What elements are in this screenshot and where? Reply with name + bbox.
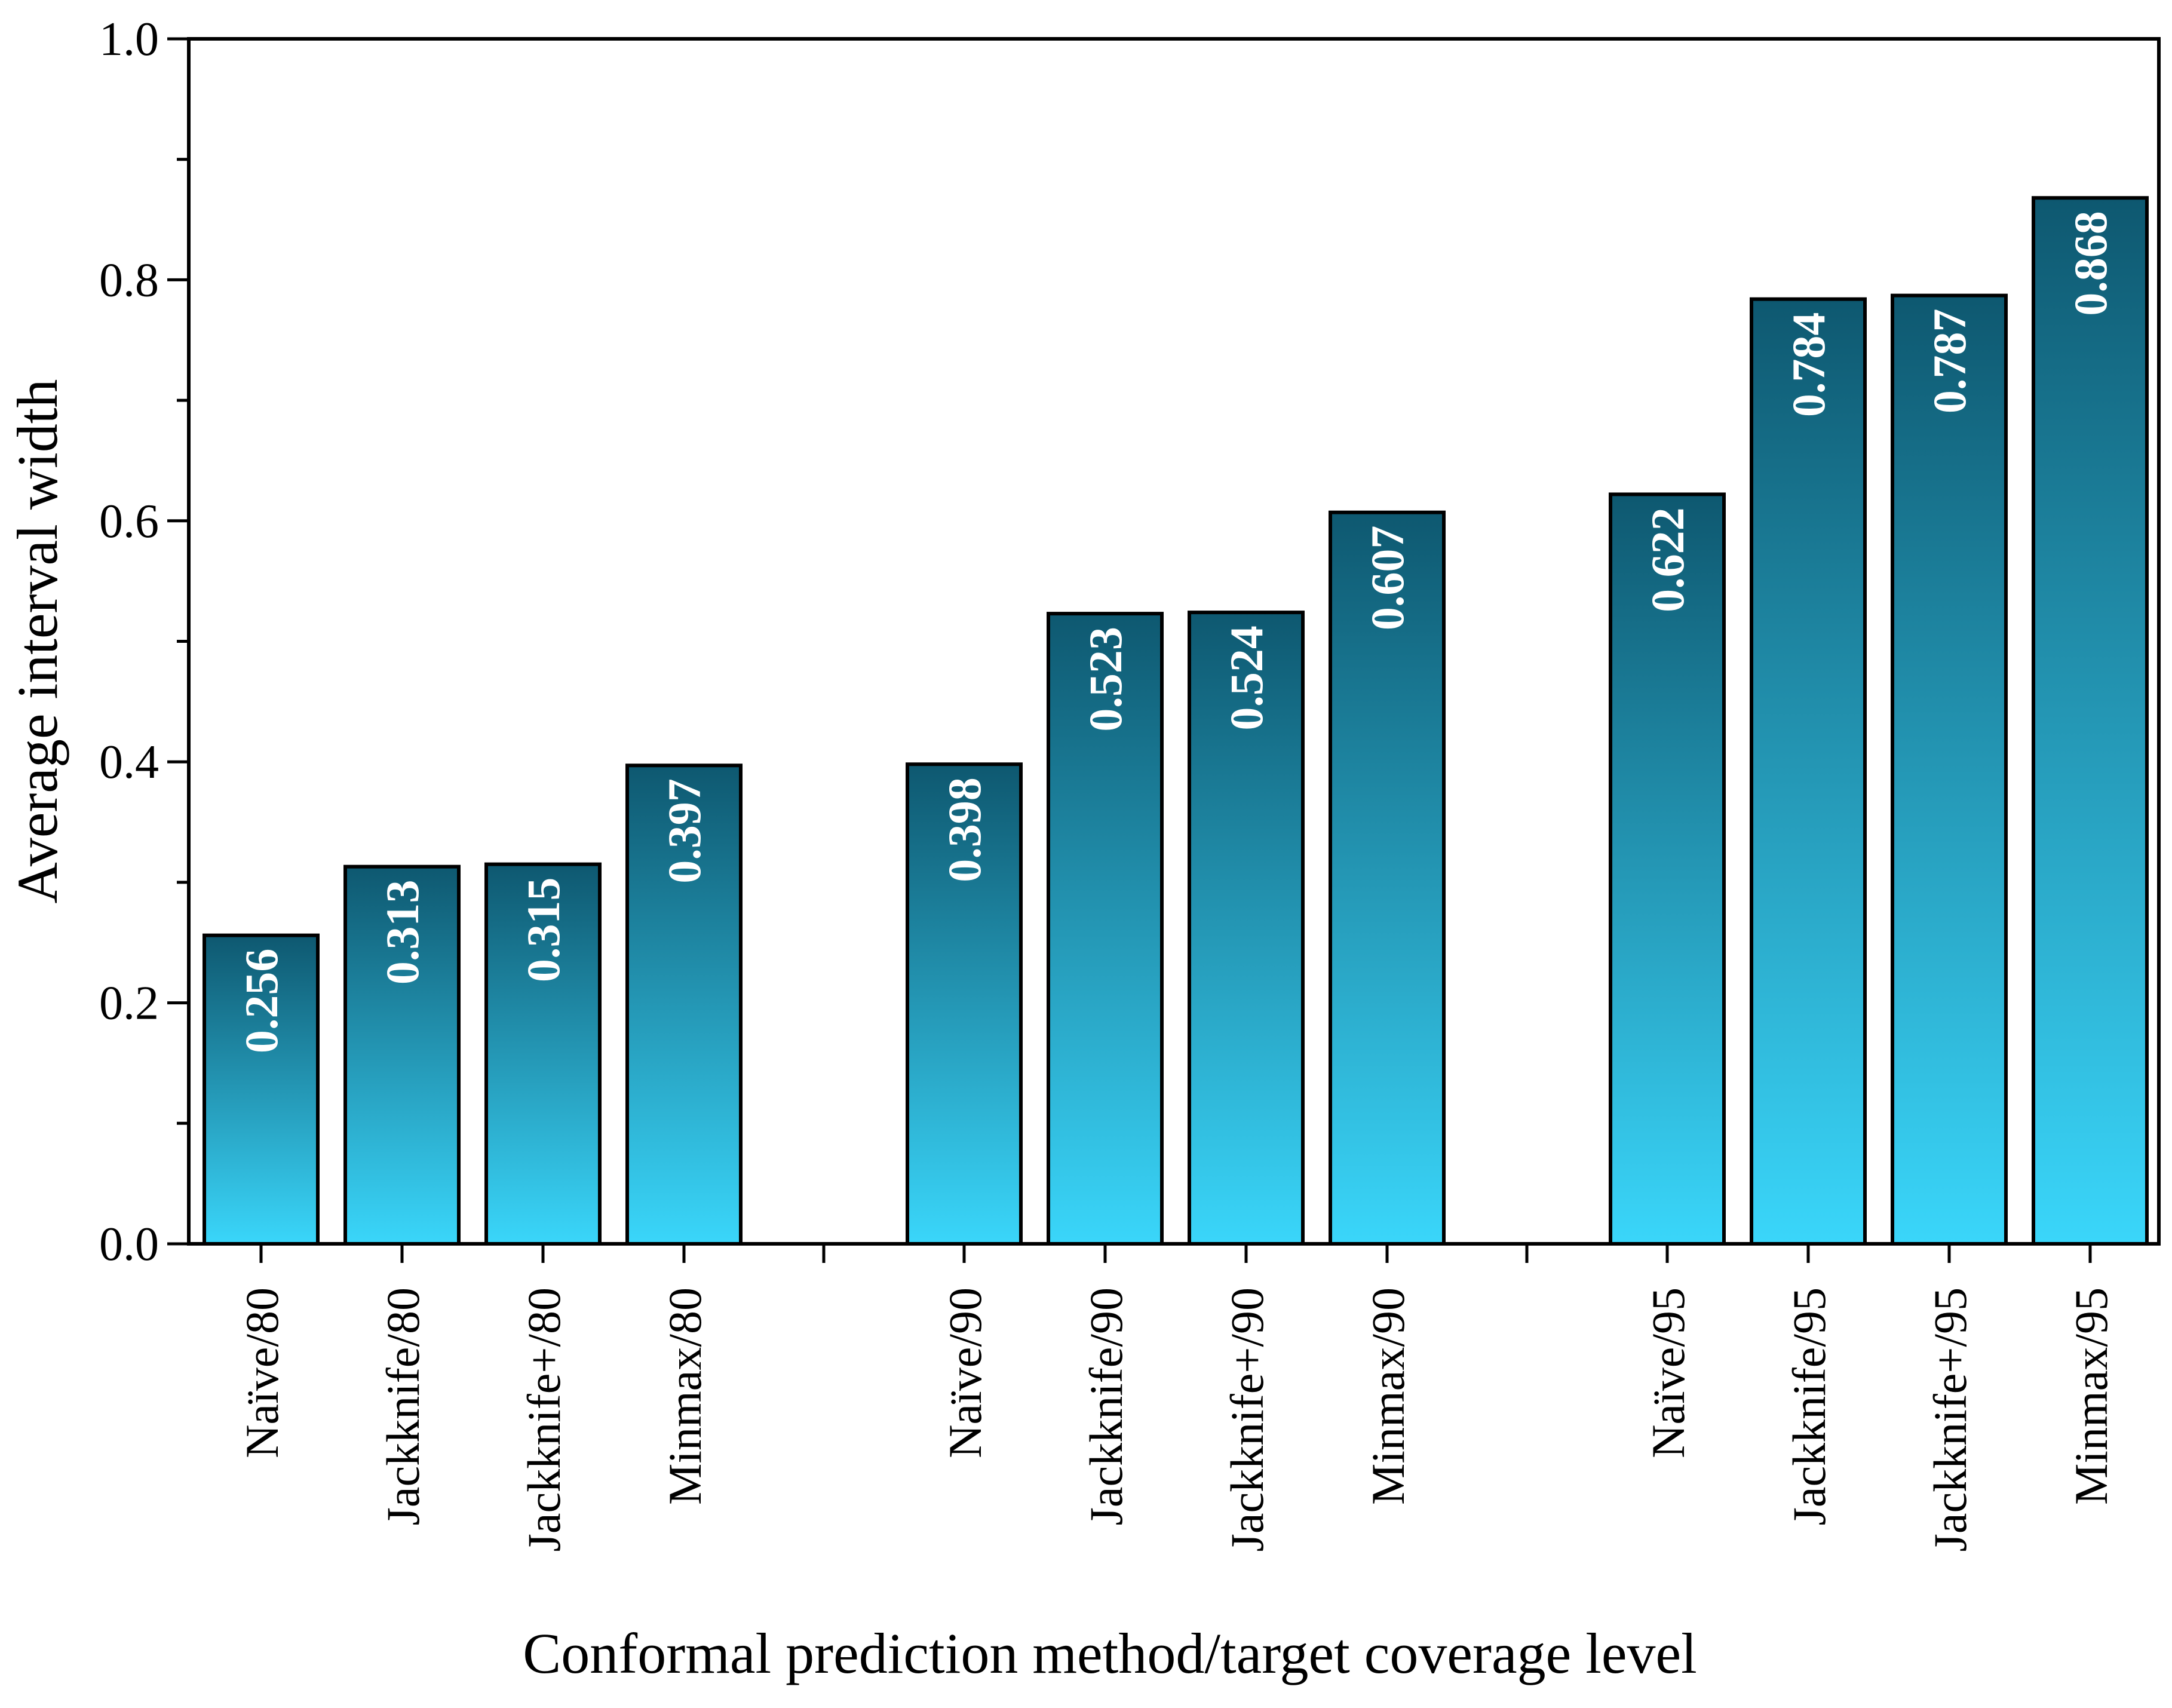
bar-minmax-90 (1329, 510, 1446, 1246)
bar-value-label-jackknife-plus-80: 0.315 (517, 878, 569, 983)
bar-value-label-minmax-95: 0.868 (2064, 211, 2116, 316)
bar-value-label-jackknife-plus-90: 0.524 (1220, 625, 1272, 731)
bar-value-label-minmax-80: 0.397 (658, 778, 710, 884)
bar-value-label-naive-80: 0.256 (235, 949, 287, 1054)
x-tick-label-naive-90: Naïve/90 (939, 1287, 991, 1458)
y-axis-title: Average interval width (5, 379, 69, 904)
x-tick-label-naive-80: Naïve/80 (236, 1287, 288, 1458)
bars-layer: 0.256 0.313 0.315 0.397 0.398 0.523 0.524 0.607… (203, 196, 2149, 1246)
x-tick-label-minmax-90: Minmax/90 (1362, 1287, 1414, 1505)
x-tick-label-jackknife-plus-90: Jackknife+/90 (1221, 1287, 1273, 1552)
bar-value-label-jackknife-plus-95: 0.787 (1923, 309, 1975, 414)
x-tick-label-jackknife-95: Jackknife/95 (1783, 1287, 1835, 1526)
x-tick-label-minmax-95: Minmax/95 (2065, 1287, 2117, 1505)
bar-value-label-naive-90: 0.398 (938, 777, 990, 882)
bar-naive-80 (203, 933, 320, 1246)
bar-minmax-80 (625, 763, 743, 1246)
axes-layer (167, 37, 2161, 1263)
bar-value-label-jackknife-90: 0.523 (1079, 627, 1131, 732)
bar-jackknife-plus-80 (484, 862, 602, 1246)
x-tick-label-jackknife-80: Jackknife/80 (377, 1287, 429, 1526)
bar-jackknife-95 (1750, 297, 1867, 1246)
bar-value-label-minmax-90: 0.607 (1361, 526, 1413, 631)
bar-value-label-jackknife-80: 0.313 (376, 880, 428, 985)
y-tick-label-0-4: 0.4 (99, 736, 159, 789)
bar-value-label-naive-95: 0.622 (1642, 507, 1694, 612)
y-tick-label-0-0: 0.0 (99, 1218, 159, 1271)
x-axis-title: Conformal prediction method/target cover… (523, 1621, 1697, 1685)
x-tick-label-jackknife-plus-80: Jackknife+/80 (518, 1287, 570, 1552)
x-tick-label-jackknife-90: Jackknife/90 (1080, 1287, 1132, 1526)
y-tick-label-0-6: 0.6 (99, 495, 159, 548)
bar-jackknife-90 (1047, 612, 1164, 1246)
bar-value-label-jackknife-95: 0.784 (1783, 312, 1834, 418)
bar-jackknife-plus-95 (1891, 293, 2008, 1246)
y-tick-label-1-0: 1.0 (99, 13, 159, 66)
y-tick-label-0-8: 0.8 (99, 254, 159, 306)
bar-minmax-95 (2032, 196, 2149, 1246)
labels-layer: Naïve/80 Jackknife/80 Jackknife+/80 Minmax/… (99, 13, 2117, 1552)
x-tick-label-minmax-80: Minmax/80 (659, 1287, 711, 1505)
bar-jackknife-80 (343, 864, 461, 1246)
x-tick-label-naive-95: Naïve/95 (1642, 1287, 1694, 1458)
x-tick-label-jackknife-plus-95: Jackknife+/95 (1924, 1287, 1976, 1552)
y-tick-label-0-2: 0.2 (99, 977, 159, 1030)
